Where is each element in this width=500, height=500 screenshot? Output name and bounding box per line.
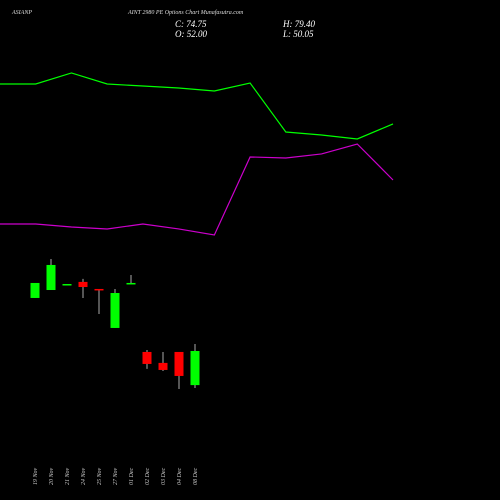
x-tick-label: 03 Dec — [161, 468, 167, 485]
high-summary: H: 79.40 — [282, 19, 315, 29]
candle-body — [174, 351, 184, 376]
x-tick-label: 08 Dec — [193, 468, 199, 485]
x-tick-label: 19 Nov — [33, 467, 39, 485]
indicator-line — [0, 72, 394, 140]
low-summary: L: 50.05 — [282, 29, 314, 39]
candle-body — [78, 281, 88, 288]
candle-body — [190, 350, 200, 386]
x-tick-label: 24 Nov — [80, 467, 87, 485]
open-summary: O: 52.00 — [175, 29, 207, 39]
candle-body — [110, 293, 120, 328]
candle-body — [94, 288, 104, 291]
x-tick-label: 02 Dec — [145, 468, 151, 485]
x-tick-label: 21 Nov — [65, 467, 71, 485]
candle-body — [126, 282, 136, 285]
chart-title: AINT 2980 PE Options Chart Munafasutra.c… — [127, 9, 244, 16]
candle-body — [142, 351, 152, 364]
x-tick-label: 04 Dec — [176, 468, 183, 485]
candle-body — [46, 264, 56, 291]
candle-body — [30, 282, 40, 298]
symbol: ASIANP — [11, 10, 32, 16]
x-tick-label: 01 Dec — [129, 468, 135, 485]
indicator-line — [0, 143, 394, 236]
x-tick-label: 27 Nov — [113, 467, 119, 485]
candle-body — [62, 284, 72, 286]
candle-body — [158, 362, 168, 370]
x-tick-label: 25 Nov — [97, 467, 103, 485]
close-summary: C: 74.75 — [175, 19, 207, 29]
x-tick-label: 20 Nov — [49, 467, 55, 485]
